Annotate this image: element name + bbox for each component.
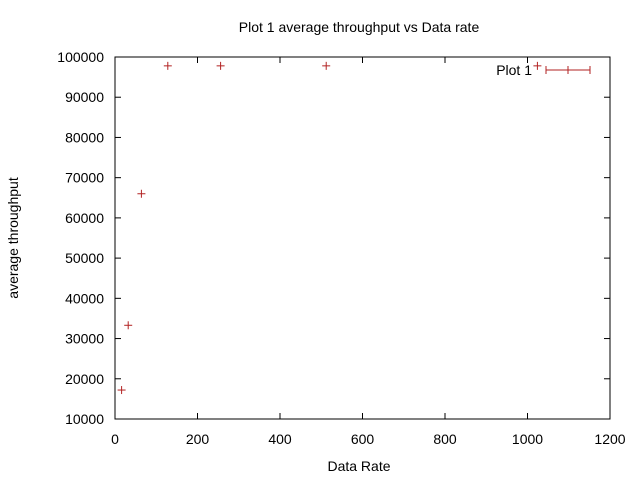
legend-label: Plot 1 bbox=[496, 62, 532, 78]
x-tick-label: 600 bbox=[351, 431, 375, 447]
x-tick-label: 800 bbox=[433, 431, 457, 447]
x-tick-label: 1000 bbox=[512, 431, 543, 447]
y-tick-label: 40000 bbox=[65, 290, 104, 306]
y-tick-label: 70000 bbox=[65, 170, 104, 186]
y-tick-label: 30000 bbox=[65, 331, 104, 347]
plot-area bbox=[114, 56, 611, 420]
chart-title: Plot 1 average throughput vs Data rate bbox=[239, 19, 480, 35]
data-point bbox=[533, 61, 542, 70]
y-tick-label: 20000 bbox=[65, 371, 104, 387]
data-point bbox=[137, 189, 146, 198]
x-tick-label: 0 bbox=[111, 431, 119, 447]
y-tick-label: 90000 bbox=[65, 89, 104, 105]
data-point bbox=[163, 61, 172, 70]
axis-ticks: 0 200 400 600 800 1000 1200 10000 20000 30000 4000… bbox=[57, 49, 625, 447]
y-tick-label: 80000 bbox=[65, 129, 104, 145]
x-tick-label: 1200 bbox=[594, 431, 625, 447]
plot-frame bbox=[114, 56, 611, 420]
x-tick-label: 400 bbox=[268, 431, 292, 447]
y-axis-title: average throughput bbox=[5, 177, 21, 299]
y-tick-label: 60000 bbox=[65, 210, 104, 226]
legend: Plot 1 bbox=[496, 62, 591, 78]
y-tick-label: 10000 bbox=[65, 411, 104, 427]
data-point bbox=[124, 321, 133, 330]
data-point bbox=[216, 61, 225, 70]
y-tick-label: 50000 bbox=[65, 250, 104, 266]
x-axis-title: Data Rate bbox=[327, 458, 390, 474]
data-point bbox=[117, 386, 126, 395]
data-point bbox=[322, 61, 331, 70]
y-tick-label: 100000 bbox=[57, 49, 104, 65]
legend-marker bbox=[545, 66, 591, 74]
data-points bbox=[117, 61, 542, 395]
x-tick-label: 200 bbox=[186, 431, 210, 447]
